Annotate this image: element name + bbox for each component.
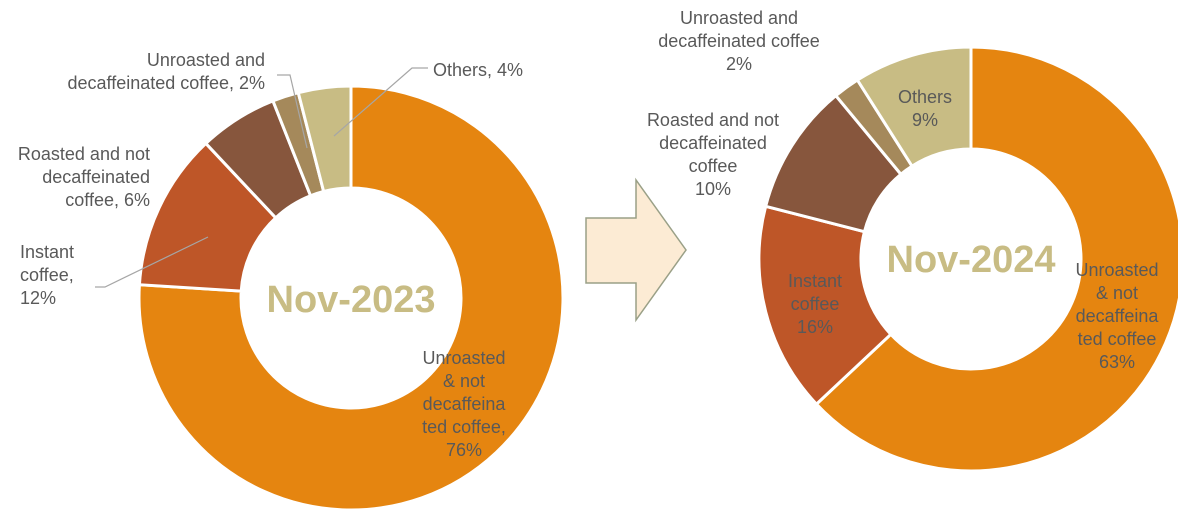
center-label-2023: Nov-2023 (267, 279, 436, 321)
slice-label-line: 76% (446, 440, 482, 460)
slice-label-line: 12% (20, 288, 56, 308)
leader-line-others (333, 67, 428, 137)
slice-labels: Unroasted & not decaffeina ted coffee, 76%In… (18, 8, 1159, 460)
slice-label-line: coffee (689, 156, 738, 176)
slice-label-line: Unroasted and (680, 8, 798, 28)
slice-label-line: Roasted and not (18, 144, 150, 164)
donut-slice-2023-4 (296, 84, 353, 194)
donut-chart-2024: Nov-2024 (757, 45, 1178, 473)
slice-label-line: Others (898, 87, 952, 107)
leader-line-unroasted-decaf (277, 74, 308, 149)
slice-label-line: & not (443, 371, 485, 391)
slice-label-2023-2: Roasted and not decaffeinated coffee, 6% (18, 144, 150, 210)
slice-label-line: Instant (20, 242, 74, 262)
slice-label-line: 2% (726, 54, 752, 74)
slice-label-2023-0: Unroasted & not decaffeina ted coffee, 76% (422, 348, 506, 460)
slice-label-2024-4: Others 9% (898, 87, 952, 130)
right-arrow-icon (585, 177, 687, 323)
slice-label-line: 16% (797, 317, 833, 337)
slice-label-line: ted coffee (1078, 329, 1157, 349)
slice-label-line: coffee, 6% (65, 190, 150, 210)
leader-lines-2023 (95, 67, 428, 288)
slice-label-line: Unroasted and (147, 50, 265, 70)
slice-label-line: 10% (695, 179, 731, 199)
slice-label-line: Unroasted (422, 348, 505, 368)
slice-label-line: 63% (1099, 352, 1135, 372)
slice-label-line: ted coffee, (422, 417, 506, 437)
slice-label-line: decaffeinated coffee, 2% (68, 73, 266, 93)
slice-label-2023-3: Unroasted and decaffeinated coffee, 2% (68, 50, 266, 93)
slice-label-line: Roasted and not (647, 110, 779, 130)
slice-label-2024-1: Instant coffee 16% (788, 271, 842, 337)
slice-label-line: coffee (791, 294, 840, 314)
donut-slice-2024-1 (757, 204, 893, 407)
slice-label-line: coffee, (20, 265, 74, 285)
slice-label-line: & not (1096, 283, 1138, 303)
slice-label-line: decaffeina (1076, 306, 1160, 326)
slice-label-2024-0: Unroasted & not decaffeina ted coffee 63% (1075, 260, 1159, 372)
slice-label-line: decaffeinated (659, 133, 767, 153)
slice-label-line: Others, 4% (433, 60, 523, 80)
donut-slice-2023-0 (137, 84, 565, 512)
donut-slice-2024-0 (814, 45, 1178, 473)
slice-label-line: Unroasted (1075, 260, 1158, 280)
donut-slice-2024-4 (855, 45, 973, 169)
slice-label-2024-2: Roasted and not decaffeinated coffee 10% (647, 110, 779, 199)
slice-label-line: 9% (912, 110, 938, 130)
slice-label-2024-3: Unroasted and decaffeinated coffee 2% (658, 8, 819, 74)
donut-chart-2023: Nov-2023 (137, 84, 565, 512)
leader-line-instant (95, 236, 209, 288)
slice-label-line: decaffeinated (42, 167, 150, 187)
center-label-2024: Nov-2024 (887, 239, 1056, 281)
slice-label-line: Instant (788, 271, 842, 291)
slice-label-2023-1: Instant coffee, 12% (20, 242, 74, 308)
slice-label-line: decaffeinated coffee (658, 31, 819, 51)
slice-label-2023-4: Others, 4% (433, 60, 523, 80)
slice-label-line: decaffeina (423, 394, 507, 414)
